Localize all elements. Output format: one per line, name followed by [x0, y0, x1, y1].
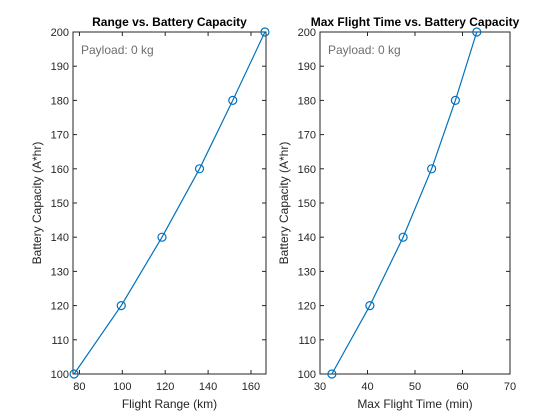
chart-1: 80 100 120 140 160 100 110 120 130 140 150 160 170 18…	[30, 15, 270, 411]
data-point	[69, 369, 79, 379]
y-tick-label: 110	[298, 335, 316, 347]
y-tick-label: 150	[298, 198, 316, 210]
y-tick-label: 160	[298, 164, 316, 176]
y-tick-label: 170	[298, 130, 316, 142]
chart-2: 30 40 50 60 70 100 110 120 130 140 150 160 170 180 190…	[277, 15, 520, 411]
x-tick-label: 140	[199, 381, 217, 393]
y-tick-label: 180	[51, 95, 69, 107]
y-axis-label: Battery Capacity (A*hr)	[30, 142, 44, 265]
x-tick-label: 60	[456, 381, 468, 393]
y-tick-label: 100	[51, 369, 69, 381]
payload-annotation: Payload: 0 kg	[328, 43, 401, 57]
data-point	[228, 95, 238, 106]
chart-title: Range vs. Battery Capacity	[92, 15, 247, 29]
y-tick-label: 180	[298, 95, 316, 107]
y-tick-label: 100	[298, 369, 316, 381]
x-tick-label: 50	[409, 381, 421, 393]
series-line	[73, 31, 266, 375]
data-point	[194, 164, 205, 174]
y-tick-label: 190	[298, 61, 316, 73]
x-tick-label: 100	[113, 381, 131, 393]
x-tick-label: 80	[73, 381, 85, 393]
y-tick-label: 170	[51, 130, 69, 142]
x-tick-label: 120	[156, 381, 174, 393]
data-point	[450, 95, 460, 106]
x-tick-label: 70	[504, 381, 516, 393]
data-point	[365, 301, 375, 311]
y-tick-label: 120	[51, 301, 69, 313]
y-tick-label: 130	[298, 266, 316, 278]
y-tick-label: 130	[51, 266, 69, 278]
data-point	[157, 232, 167, 242]
x-tick-label: 40	[361, 381, 373, 393]
x-tick-label: 30	[314, 381, 326, 393]
y-axis-label: Battery Capacity (A*hr)	[277, 142, 291, 265]
payload-annotation: Payload: 0 kg	[81, 43, 154, 57]
axes-frame	[72, 31, 267, 375]
data-point	[116, 301, 126, 311]
y-tick-label: 140	[298, 232, 316, 244]
series-line	[331, 31, 478, 375]
data-point	[260, 27, 270, 37]
y-tick-label: 150	[51, 198, 69, 210]
y-tick-label: 200	[51, 27, 69, 39]
data-point	[327, 369, 337, 379]
y-tick-label: 160	[51, 164, 69, 176]
axes-frame	[319, 31, 511, 375]
y-tick-label: 120	[298, 301, 316, 313]
x-tick-label: 160	[242, 381, 260, 393]
y-tick-label: 190	[51, 61, 69, 73]
chart-title: Max Flight Time vs. Battery Capacity	[311, 15, 520, 29]
data-point	[427, 164, 437, 174]
y-tick-label: 200	[298, 27, 316, 39]
y-tick-label: 110	[51, 335, 69, 347]
data-point	[398, 232, 408, 242]
data-point	[472, 27, 482, 37]
x-axis-label: Max Flight Time (min)	[357, 397, 472, 411]
y-tick-label: 140	[51, 232, 69, 244]
x-axis-label: Flight Range (km)	[122, 397, 217, 411]
